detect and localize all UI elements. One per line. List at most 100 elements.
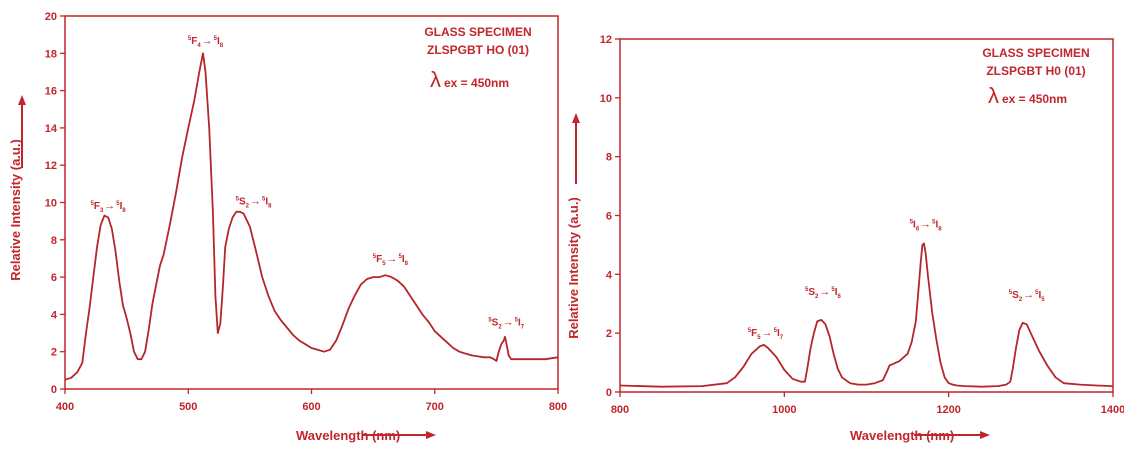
y-tick-label: 8 <box>606 152 612 164</box>
transition-sub2: 5 <box>1041 297 1045 303</box>
transition-arrow: → <box>250 195 261 207</box>
y-tick-label: 12 <box>45 160 57 172</box>
transition-label: 5F3→5I8 <box>91 200 127 214</box>
transition-up2: 5 <box>831 287 835 293</box>
y-tick-label: 10 <box>600 93 612 105</box>
transition-label: 5S2→5I6 <box>805 286 841 300</box>
transition-arrow: → <box>503 317 514 329</box>
transition-arrow: → <box>762 327 773 339</box>
transition-label: 5S2→5I8 <box>236 195 272 209</box>
chart-1: 0 2 4 6 8 10 12 14 16 18 20 400 500 600 700 800 Waveleng… <box>8 11 567 443</box>
y-tick-label: 0 <box>606 387 612 399</box>
x-tick-label: 1400 <box>1101 404 1124 416</box>
transition-sub1: 6 <box>916 226 920 232</box>
transition-main1: F <box>751 328 757 339</box>
y-tick-label: 8 <box>51 235 57 247</box>
y-tick-label: 6 <box>606 211 612 223</box>
plot-frame <box>64 15 559 390</box>
y-axis-label: Relative Intensity (a.u.) <box>8 139 23 281</box>
y-axis-arrowhead <box>572 113 580 123</box>
transition-main2: I <box>1039 290 1042 301</box>
transition-sub2: 8 <box>220 43 224 49</box>
y-tick-label: 4 <box>606 269 613 281</box>
transition-main1: S <box>492 318 499 329</box>
transition-arrow: → <box>920 218 931 230</box>
transition-main1: F <box>94 201 100 212</box>
transition-up2: 5 <box>1035 290 1039 296</box>
transition-sub1: 5 <box>382 261 386 267</box>
specimen-code: ZLSPGBT H0 (01) <box>986 64 1085 78</box>
y-axis-label: Relative Intensity (a.u.) <box>566 197 581 339</box>
x-axis-label: Wavelength (nm) <box>296 428 400 443</box>
y-tick-label: 2 <box>606 328 612 340</box>
y-tick-label: 20 <box>45 11 57 23</box>
transition-main2: I <box>518 318 521 329</box>
specimen-code: ZLSPGBT HO (01) <box>427 43 529 57</box>
specimen-title: GLASS SPECIMEN <box>982 46 1089 60</box>
transition-main1: I <box>913 219 916 230</box>
x-tick-label: 500 <box>179 401 197 413</box>
transition-sub2: 6 <box>838 294 842 300</box>
y-tick-label: 2 <box>51 347 57 359</box>
transition-main1: F <box>191 36 197 47</box>
y-tick-label: 10 <box>45 198 57 210</box>
transition-label: 5S2→5I5 <box>1009 289 1045 303</box>
transition-main1: S <box>239 196 246 207</box>
transition-sub1: 5 <box>757 335 761 341</box>
y-tick-label: 16 <box>45 86 57 98</box>
transition-up1: 5 <box>236 196 240 202</box>
transition-sub1: 3 <box>100 208 104 214</box>
transition-label: 5F5→5I7 <box>748 327 784 341</box>
transition-sub1: 2 <box>815 294 819 300</box>
transition-sub2: 8 <box>268 203 272 209</box>
x-tick-label: 800 <box>549 401 567 413</box>
x-tick-label: 800 <box>611 404 629 416</box>
transition-main1: S <box>1012 290 1019 301</box>
lambda-symbol: λ <box>430 67 441 92</box>
transition-main2: I <box>265 196 268 207</box>
transition-sub2: 7 <box>780 335 784 341</box>
series-line <box>619 242 1114 388</box>
chart-2: 0 2 4 6 8 10 12 800 1000 1200 1400 Wavelength (nm) R… <box>566 34 1124 443</box>
x-tick-label: 600 <box>302 401 320 413</box>
transition-main2: I <box>835 287 838 298</box>
transition-up1: 5 <box>805 287 809 293</box>
transition-sub1: 2 <box>498 325 502 331</box>
transition-main2: I <box>217 36 220 47</box>
transition-label: 5I6→5I8 <box>910 218 943 232</box>
transition-up2: 5 <box>515 318 519 324</box>
transition-up2: 5 <box>214 36 218 42</box>
transition-main1: F <box>376 254 382 265</box>
series-line <box>64 52 559 381</box>
y-tick-label: 6 <box>51 272 57 284</box>
transition-sub2: 7 <box>521 325 525 331</box>
y-tick-label: 14 <box>45 123 58 135</box>
transition-sub2: 8 <box>405 261 409 267</box>
y-tick-label: 18 <box>45 48 57 60</box>
excitation-label: ex = 450nm <box>1002 92 1067 106</box>
y-tick-label: 0 <box>51 384 57 396</box>
transition-main2: I <box>402 254 405 265</box>
transition-up1: 5 <box>488 318 492 324</box>
transition-sub2: 8 <box>938 226 942 232</box>
transition-label: 5F4→5I8 <box>188 35 224 49</box>
transition-up1: 5 <box>373 254 377 260</box>
transition-main2: I <box>120 201 123 212</box>
transition-up1: 5 <box>910 219 914 225</box>
transition-up1: 5 <box>748 328 752 334</box>
transition-up2: 5 <box>116 201 120 207</box>
y-tick-label: 12 <box>600 34 612 46</box>
y-axis-arrowhead <box>18 95 26 105</box>
transition-up1: 5 <box>91 201 95 207</box>
x-tick-label: 1000 <box>772 404 796 416</box>
transition-sub1: 4 <box>197 43 201 49</box>
x-tick-label: 1200 <box>936 404 960 416</box>
transition-sub1: 2 <box>1019 297 1023 303</box>
transition-arrow: → <box>1023 289 1034 301</box>
transition-up2: 5 <box>932 219 936 225</box>
x-axis-arrowhead <box>426 431 436 439</box>
lambda-symbol: λ <box>988 83 999 108</box>
transition-arrow: → <box>387 253 398 265</box>
